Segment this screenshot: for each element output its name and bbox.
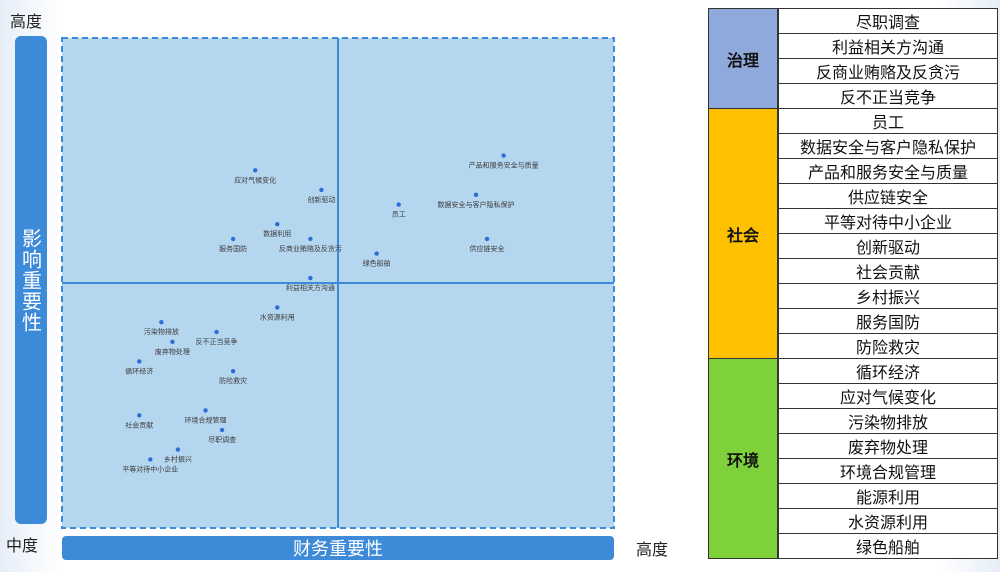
x-axis-high-label: 高度 xyxy=(636,540,669,559)
data-point-label: 循环经济 xyxy=(125,366,153,375)
data-point xyxy=(396,202,401,207)
category-cell: 社会 xyxy=(708,108,778,359)
data-point xyxy=(253,168,258,173)
issue-item: 循环经济 xyxy=(778,358,998,384)
data-point-label: 创新驱动 xyxy=(307,195,335,204)
data-point-label: 绿色船舶 xyxy=(363,259,391,268)
y-axis-title: 影响重要性 xyxy=(18,227,43,333)
data-point xyxy=(137,413,142,418)
issue-item: 乡村振兴 xyxy=(778,283,998,309)
issue-item: 环境合规管理 xyxy=(778,458,998,484)
data-point-label: 尽职调查 xyxy=(208,435,236,444)
data-point-label: 社会贡献 xyxy=(125,420,153,429)
issue-item: 能源利用 xyxy=(778,483,998,509)
data-point xyxy=(484,236,490,242)
data-point xyxy=(214,329,219,335)
data-point-label: 数据利用 xyxy=(263,229,291,238)
category-cell: 治理 xyxy=(708,8,778,109)
category-cell: 环境 xyxy=(708,358,778,559)
data-point xyxy=(374,251,379,256)
data-point xyxy=(175,447,181,452)
data-point xyxy=(308,275,313,281)
x-axis-title: 财务重要性 xyxy=(62,536,614,560)
issue-item: 平等对待中小企业 xyxy=(778,208,998,234)
issue-item: 反不正当竞争 xyxy=(778,83,998,109)
data-point xyxy=(137,359,142,364)
data-point xyxy=(501,153,506,158)
issue-item: 应对气候变化 xyxy=(778,383,998,409)
y-axis-bar: 影响重要性 xyxy=(15,36,47,524)
issue-item: 数据安全与客户隐私保护 xyxy=(778,133,998,159)
issue-column: 尽职调查 利益相关方沟通 反商业贿赂及反贪污 反不正当竞争 员工 数据安全与客户隐私保护产… xyxy=(778,8,998,559)
data-point-label: 产品和服务安全与质量 xyxy=(469,161,539,170)
data-point-label: 反不正当竞争 xyxy=(196,337,238,346)
data-point-label: 供应链安全 xyxy=(470,244,505,253)
issue-item: 绿色船舶 xyxy=(778,533,998,559)
data-point xyxy=(219,427,225,433)
issue-table: 治理 社会 环境 尽职调查 利益相关方沟通 反商业贿赂及反贪污 反不正当竞争 员工 数据安全与… xyxy=(708,8,998,570)
issue-item: 创新驱动 xyxy=(778,233,998,259)
data-point xyxy=(148,457,153,462)
data-point-label: 水资源利用 xyxy=(260,313,295,322)
issue-item: 污染物排放 xyxy=(778,408,998,434)
data-point xyxy=(230,236,236,242)
issue-item: 反商业贿赂及反贪污 xyxy=(778,58,998,84)
data-point xyxy=(159,320,164,325)
issue-item: 社会贡献 xyxy=(778,258,998,284)
data-point-label: 数据安全与客户隐私保护 xyxy=(438,200,515,209)
issue-item: 员工 xyxy=(778,108,998,134)
data-point-label: 乡村振兴 xyxy=(164,455,192,464)
issue-item: 利益相关方沟通 xyxy=(778,33,998,59)
data-point xyxy=(275,305,280,310)
data-point xyxy=(308,236,313,242)
data-point xyxy=(203,408,208,413)
data-point-label: 利益相关方沟通 xyxy=(286,283,335,292)
data-point xyxy=(170,339,175,344)
data-point xyxy=(230,369,236,374)
issue-item: 防险救灾 xyxy=(778,333,998,359)
issue-item: 产品和服务安全与质量 xyxy=(778,158,998,184)
data-point-label: 平等对待中小企业 xyxy=(122,464,178,473)
data-point-label: 员工 xyxy=(392,211,406,219)
category-column: 治理 社会 环境 xyxy=(708,8,778,570)
data-point xyxy=(275,222,280,227)
data-point-label: 废弃物处理 xyxy=(155,347,190,356)
data-point xyxy=(319,187,324,193)
issue-item: 供应链安全 xyxy=(778,183,998,209)
data-point-label: 应对气候变化 xyxy=(234,175,276,184)
data-point-label: 服务国防 xyxy=(219,244,247,253)
issue-item: 水资源利用 xyxy=(778,508,998,534)
data-point-label: 环境合规管理 xyxy=(185,415,227,424)
issue-item: 服务国防 xyxy=(778,308,998,334)
data-point-label: 反商业贿赂及反贪污 xyxy=(279,244,342,253)
data-point-label: 污染物排放 xyxy=(144,327,179,336)
y-axis-high-label: 高度 xyxy=(10,12,43,31)
issue-item: 废弃物处理 xyxy=(778,433,998,459)
y-axis-mid-label: 中度 xyxy=(6,536,39,555)
data-point xyxy=(473,192,479,197)
issue-item: 尽职调查 xyxy=(778,8,998,34)
data-point-label: 防险救灾 xyxy=(219,376,247,385)
